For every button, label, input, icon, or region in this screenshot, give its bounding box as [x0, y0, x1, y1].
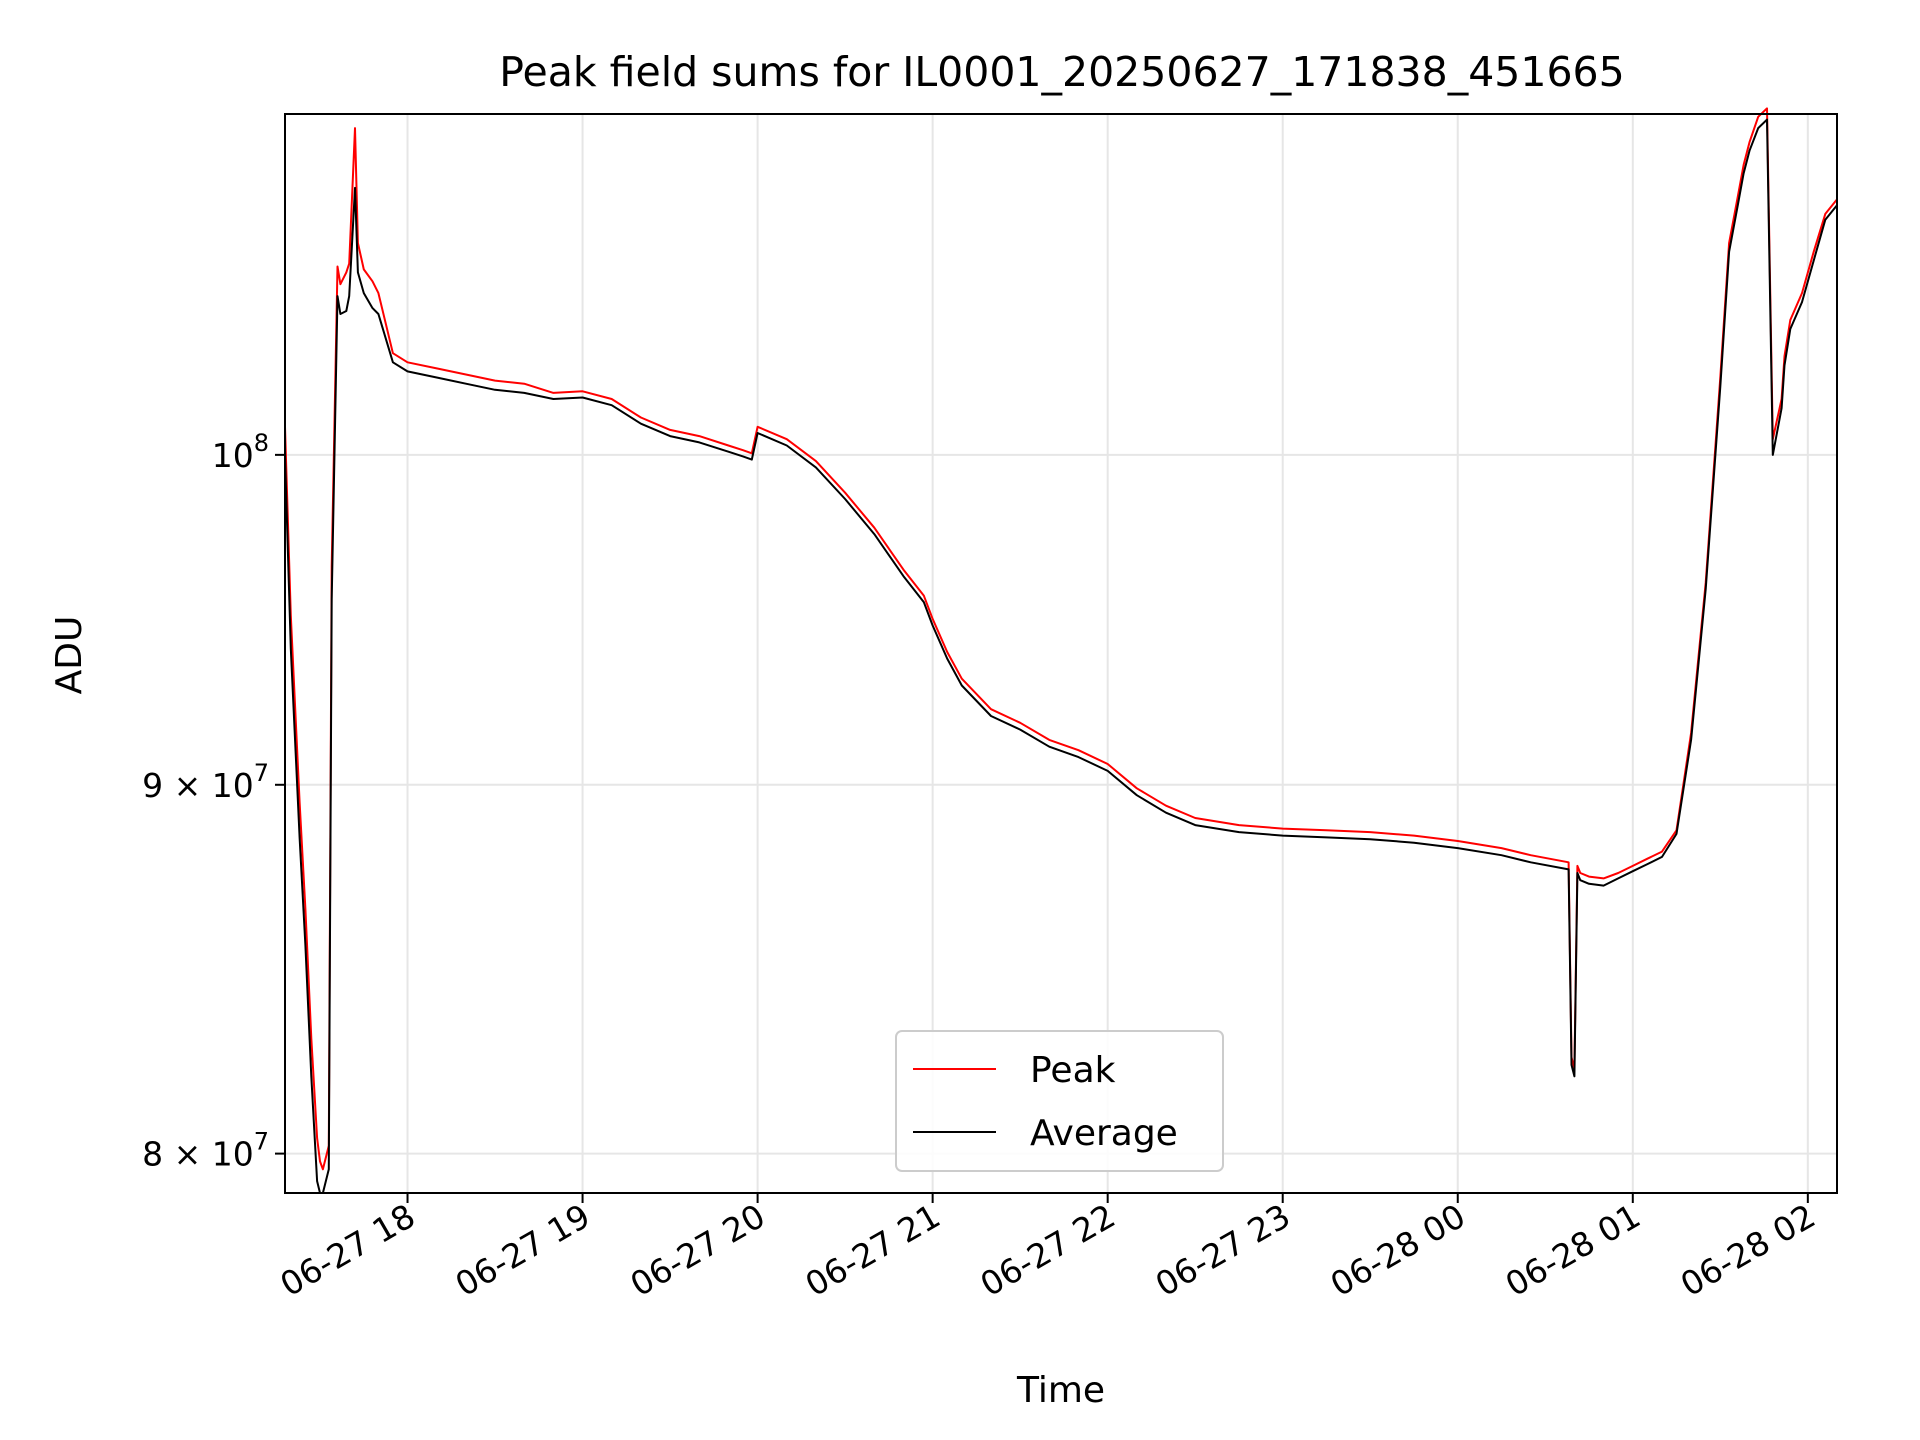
plot-area-frame	[284, 113, 1838, 1194]
y-tick-label: 8 × 107	[142, 1128, 269, 1174]
series-line-average	[284, 118, 1838, 1194]
series-lines	[284, 107, 1838, 1194]
legend: Peak Average	[895, 1030, 1224, 1172]
y-tick-label: 9 × 107	[142, 759, 269, 805]
legend-frame	[895, 1030, 1224, 1172]
legend-label-average: Average	[1030, 1113, 1178, 1154]
y-axis-label: ADU	[49, 616, 90, 695]
chart-title: Peak field sums for IL0001_20250627_1718…	[499, 48, 1624, 96]
legend-label-peak: Peak	[1030, 1050, 1116, 1091]
y-tick-label: 108	[212, 429, 269, 475]
x-axis-label: Time	[1016, 1370, 1105, 1411]
